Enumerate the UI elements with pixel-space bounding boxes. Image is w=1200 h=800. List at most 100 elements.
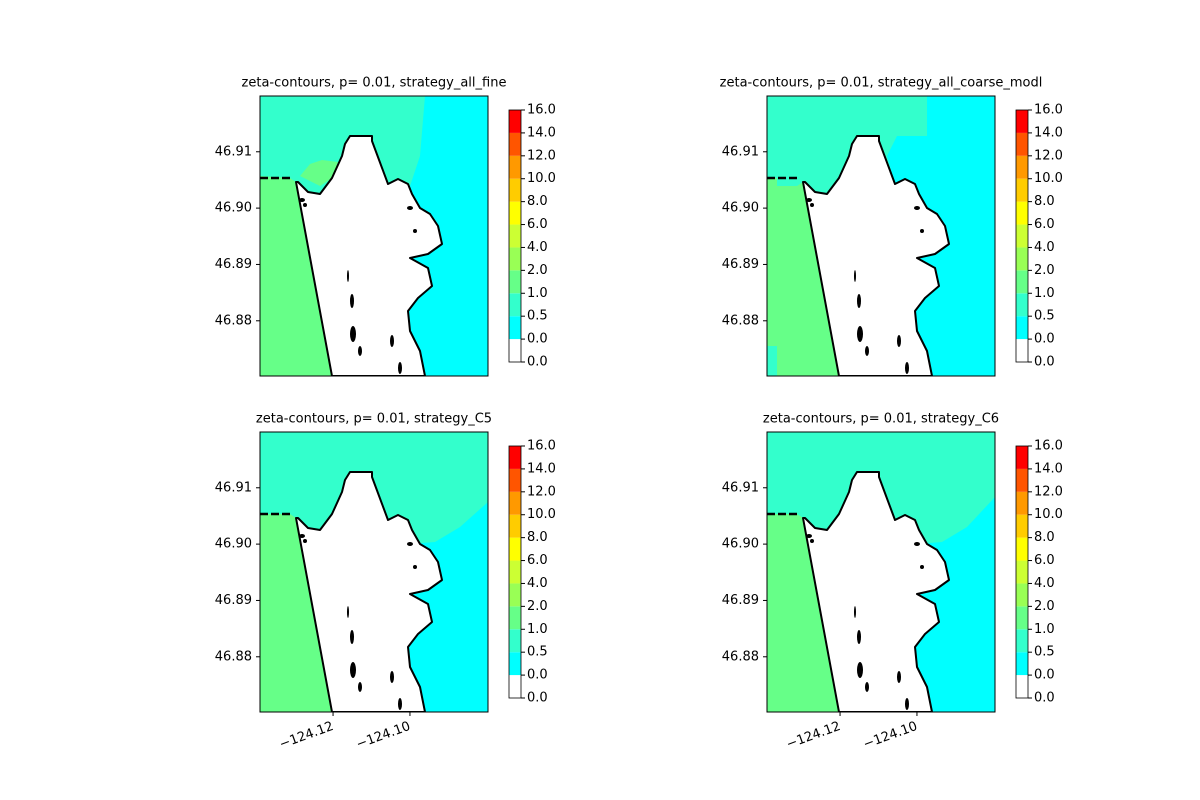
colorbar-bin [509,514,521,538]
island [857,294,861,308]
colorbar-bin [1016,675,1028,698]
colorbar-tick-label: 10.0 [1034,507,1063,522]
island [865,346,869,356]
colorbar-tick-label: 10.0 [1034,171,1063,186]
island [350,630,354,644]
colorbar-bin [1016,491,1028,515]
colorbar-bin [1016,201,1028,225]
colorbar-tick-label: 4.0 [527,240,548,255]
island [857,630,861,644]
colorbar-tick-label: 1.0 [527,286,548,301]
colorbar-bin [1016,652,1028,676]
colorbar-frame [1015,109,1029,363]
colorbar-bin [509,629,521,653]
island [810,203,814,207]
island [413,565,417,569]
colorbar-tick-label: 0.0 [1034,668,1055,683]
panel-title: zeta-contours, p= 0.01, strategy_all_coa… [720,76,1043,91]
island [350,662,356,678]
colorbar-bin [509,446,521,469]
colorbar-frame [508,445,522,699]
axes-frame [766,431,996,713]
colorbar-bin [509,583,521,607]
colorbar-tick-label: 10.0 [527,507,556,522]
land [295,471,443,712]
island [358,682,362,692]
colorbar-bin [509,491,521,515]
x-tick-label: −124.12 [784,719,842,752]
colorbar-bin [509,155,521,179]
colorbar-tick-label: 2.0 [1034,263,1055,278]
colorbar-tick-label: 0.0 [1034,691,1055,706]
colorbar-tick-label: 16.0 [527,103,556,118]
island [413,229,417,233]
colorbar-bin [509,224,521,248]
island [303,539,307,543]
island [905,362,909,374]
level-fill [767,178,839,376]
map [767,96,995,376]
colorbar-tick-label: 12.0 [1034,484,1063,499]
island [854,606,856,618]
colorbar-tick-label: 4.0 [1034,240,1055,255]
colorbar-bin [509,675,521,698]
y-tick-label: 46.88 [722,313,759,328]
y-tick-label: 46.88 [722,649,759,664]
colorbar-bin [1016,339,1028,362]
axes-frame [259,95,489,377]
colorbar-bin [1016,155,1028,179]
colorbar-tick-label: 1.0 [527,622,548,637]
colorbar-frame [508,109,522,363]
island [347,606,349,618]
colorbar-bin [1016,293,1028,317]
island [347,270,349,282]
colorbar-tick-label: 2.0 [527,599,548,614]
colorbar-bin [1016,468,1028,492]
island [407,206,413,210]
colorbar-bin [509,247,521,271]
colorbar-tick-label: 14.0 [527,125,556,140]
colorbar-bin [1016,247,1028,271]
island [299,534,305,538]
colorbar-tick-label: 2.0 [1034,599,1055,614]
x-tick-label: −124.10 [861,719,919,752]
land [802,471,950,712]
level-fill [260,514,332,712]
colorbar-bin [1016,629,1028,653]
island [897,671,901,683]
colorbar-tick-label: 12.0 [527,148,556,163]
level-fill [767,514,839,712]
map-layer [260,432,488,712]
y-tick-label: 46.90 [215,537,252,552]
colorbar-tick-label: 6.0 [527,217,548,232]
y-tick-label: 46.91 [215,480,252,495]
y-tick-label: 46.88 [215,313,252,328]
colorbar-tick-label: 0.5 [527,645,548,660]
colorbar-bin [1016,316,1028,340]
colorbar-tick-label: 14.0 [1034,125,1063,140]
island [358,346,362,356]
panel-title: zeta-contours, p= 0.01, strategy_all_fin… [242,76,507,91]
island [806,534,812,538]
colorbar-bin [1016,446,1028,469]
map [260,96,488,376]
colorbar-bin [509,537,521,561]
colorbar-tick-label: 4.0 [527,576,548,591]
colorbar-bin [509,110,521,133]
colorbar-tick-label: 0.5 [527,309,548,324]
colorbar-tick-label: 0.0 [527,355,548,370]
colorbar-bin [1016,224,1028,248]
island [407,542,413,546]
colorbar-bin [509,652,521,676]
island [897,335,901,347]
land [295,135,443,376]
colorbar-bin [509,316,521,340]
level-fill [400,96,488,376]
island [905,698,909,710]
colorbar-tick-label: 0.0 [527,668,548,683]
y-tick-label: 46.90 [722,537,759,552]
x-tick-label: −124.12 [277,719,335,752]
colorbar-bin [1016,270,1028,294]
colorbar-bin [509,270,521,294]
